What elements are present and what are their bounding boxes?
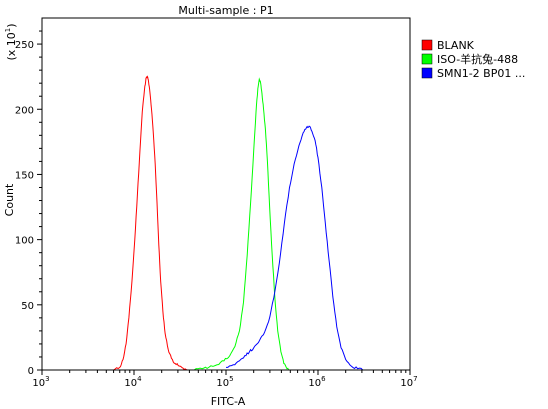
axis-ticks: 0 50 100 150 200 250 103 104 105 106 107: [15, 30, 418, 389]
y-tick-label-4: 200: [15, 105, 34, 116]
y-tick-label-2: 100: [15, 236, 34, 247]
legend-swatch-0: [421, 39, 433, 51]
plot-series: [113, 75, 365, 371]
x-tick-label-0: 103: [32, 375, 49, 389]
series-line-0: [113, 75, 188, 371]
legend-label-1: ISO-羊抗兔-488: [437, 52, 518, 66]
legend-label-0: BLANK: [437, 39, 475, 52]
y-multiplier-label: (x 101): [4, 23, 18, 60]
x-tick-label-3: 106: [308, 375, 326, 389]
y-tick-label-0: 0: [28, 366, 34, 377]
series-line-1: [193, 77, 291, 371]
plot-frame: [41, 17, 411, 371]
series-line-2: [225, 125, 365, 371]
x-axis-label: FITC-A: [211, 395, 246, 408]
x-tick-label-1: 104: [124, 375, 142, 389]
chart-title: Multi-sample : P1: [178, 4, 273, 17]
legend-swatch-2: [421, 67, 433, 79]
legend-swatch-1: [421, 53, 433, 65]
y-tick-label-3: 150: [15, 170, 34, 181]
y-tick-label-5: 250: [15, 40, 34, 51]
x-tick-label-4: 107: [400, 375, 417, 389]
legend-label-2: SMN1-2 BP01 ...: [437, 67, 525, 80]
y-tick-label-1: 50: [21, 301, 34, 312]
y-axis-label: Count: [3, 183, 16, 216]
x-tick-label-2: 105: [216, 375, 233, 389]
